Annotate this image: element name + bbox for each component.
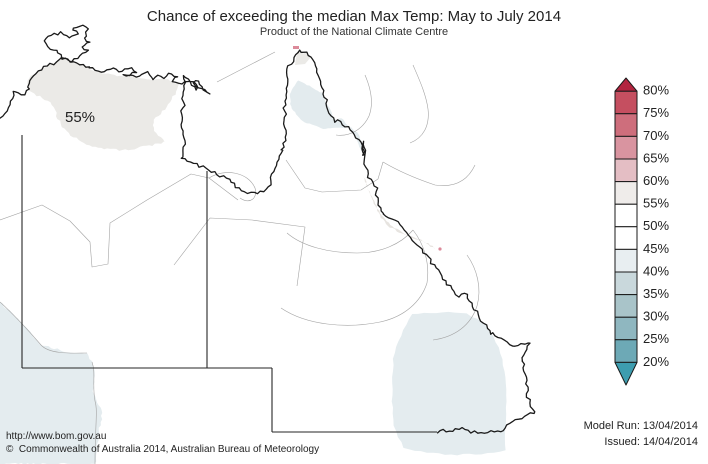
svg-text:45%: 45% — [643, 241, 669, 256]
svg-text:30%: 30% — [643, 309, 669, 324]
svg-text:25%: 25% — [643, 331, 669, 346]
svg-text:50%: 50% — [643, 218, 669, 233]
svg-text:80%: 80% — [643, 83, 669, 98]
svg-text:55%: 55% — [643, 196, 669, 211]
svg-text:70%: 70% — [643, 128, 669, 143]
svg-text:75%: 75% — [643, 105, 669, 120]
svg-text:55%: 55% — [65, 109, 95, 126]
svg-text:65%: 65% — [643, 150, 669, 165]
svg-text:60%: 60% — [643, 173, 669, 188]
svg-text:35%: 35% — [643, 286, 669, 301]
svg-text:20%: 20% — [643, 354, 669, 369]
svg-text:40%: 40% — [643, 263, 669, 278]
